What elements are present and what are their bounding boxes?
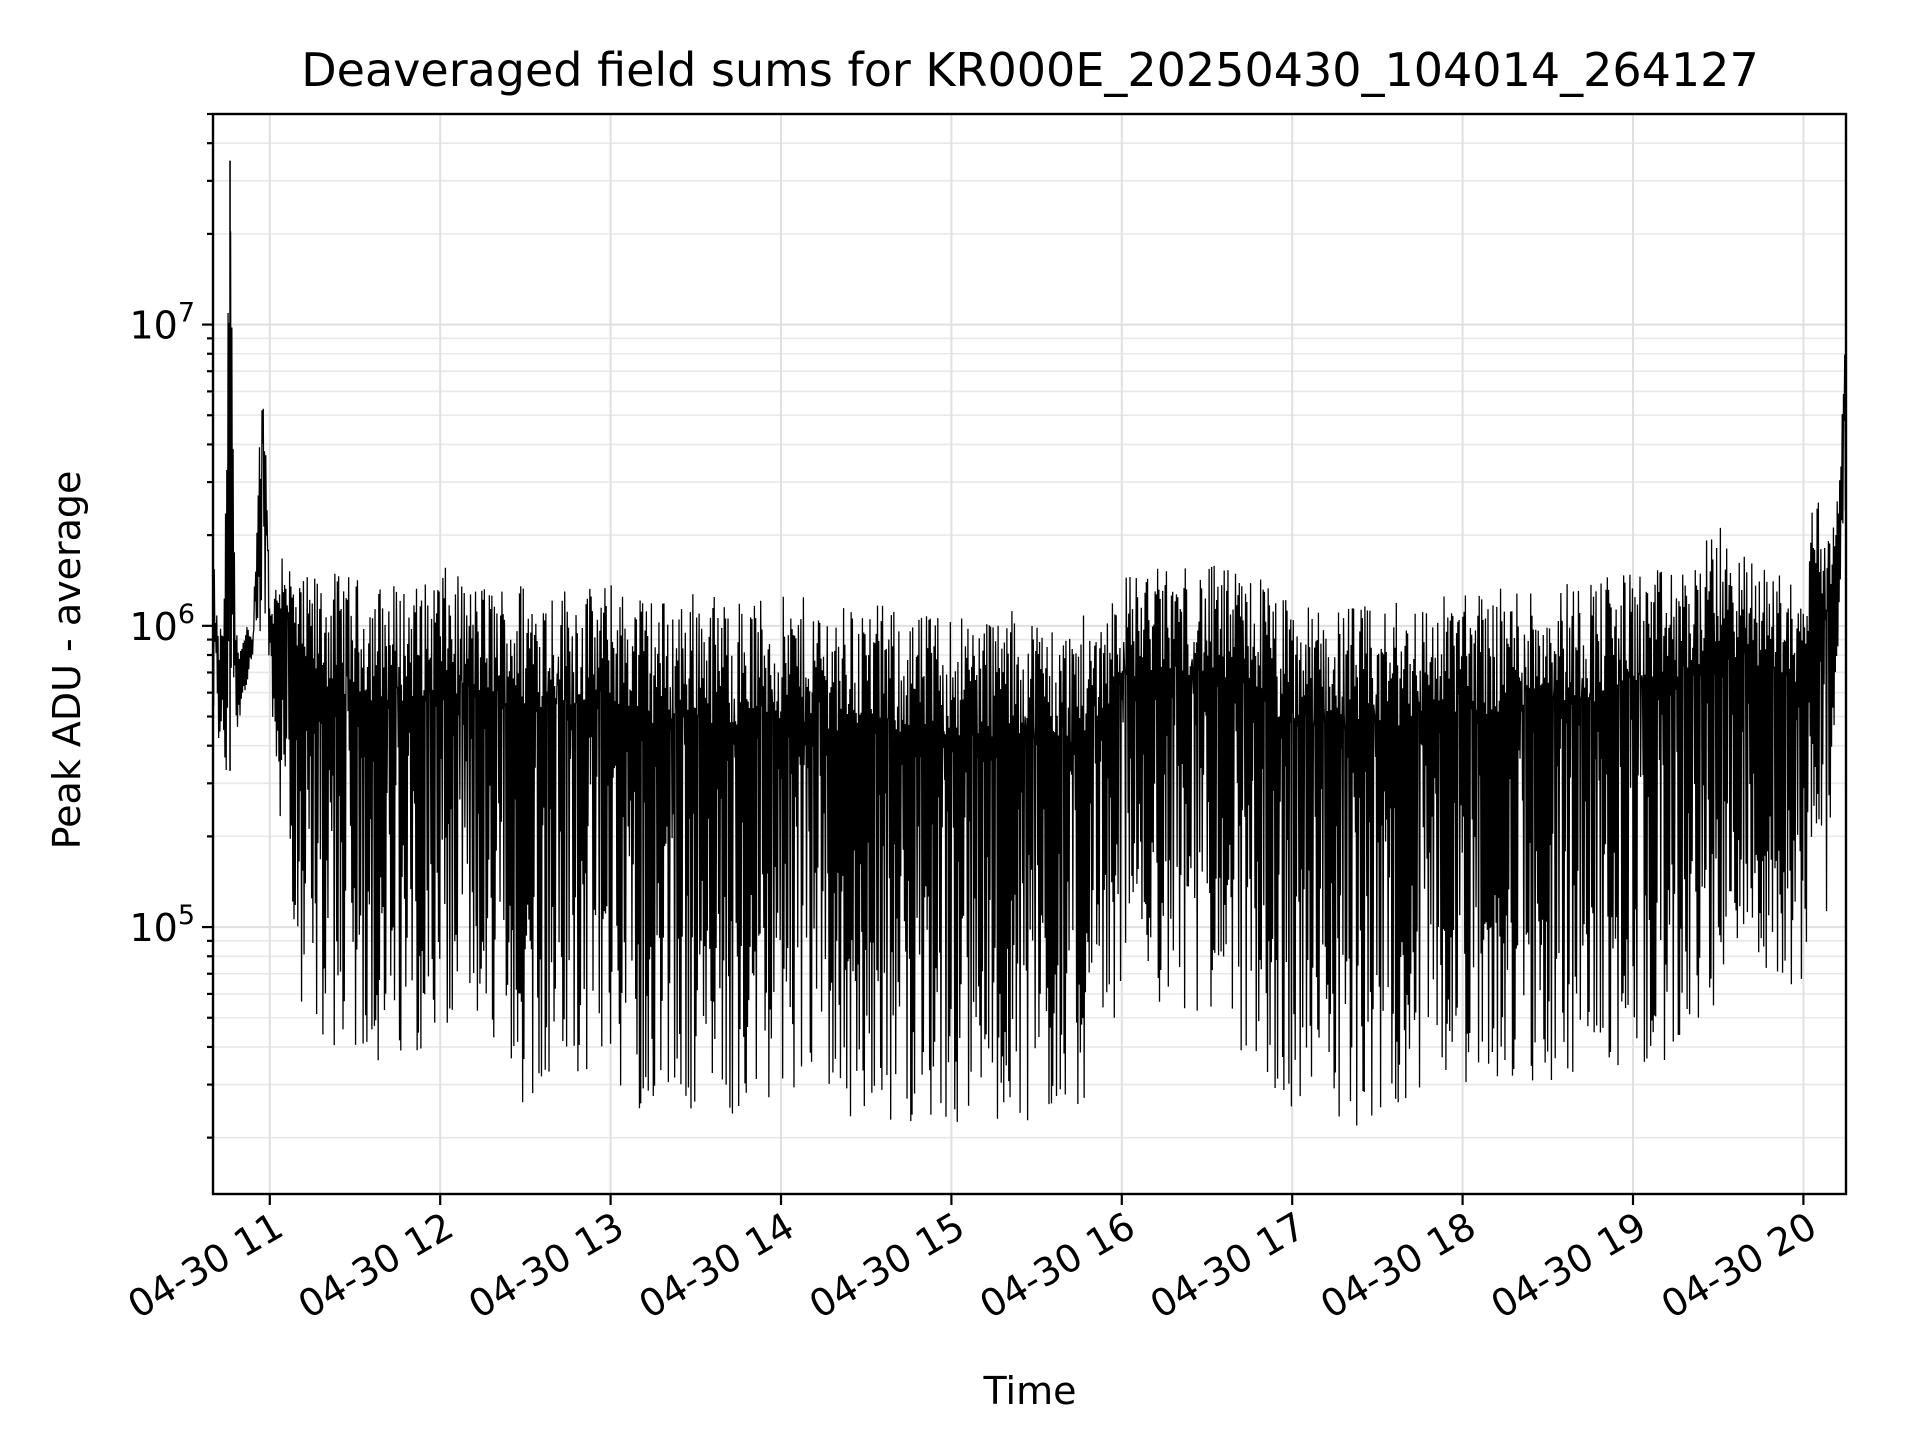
- y-tick-label: 106: [129, 599, 195, 649]
- series-layer: [212, 160, 1847, 1126]
- y-tick-label: 107: [129, 298, 195, 348]
- series-line: [212, 231, 1847, 1126]
- x-axis-label: Time: [983, 1369, 1077, 1413]
- y-tick-label: 105: [129, 900, 195, 950]
- y-axis-label: Peak ADU - average: [45, 471, 89, 850]
- chart-title: Deaveraged field sums for KR000E_2025043…: [301, 43, 1758, 97]
